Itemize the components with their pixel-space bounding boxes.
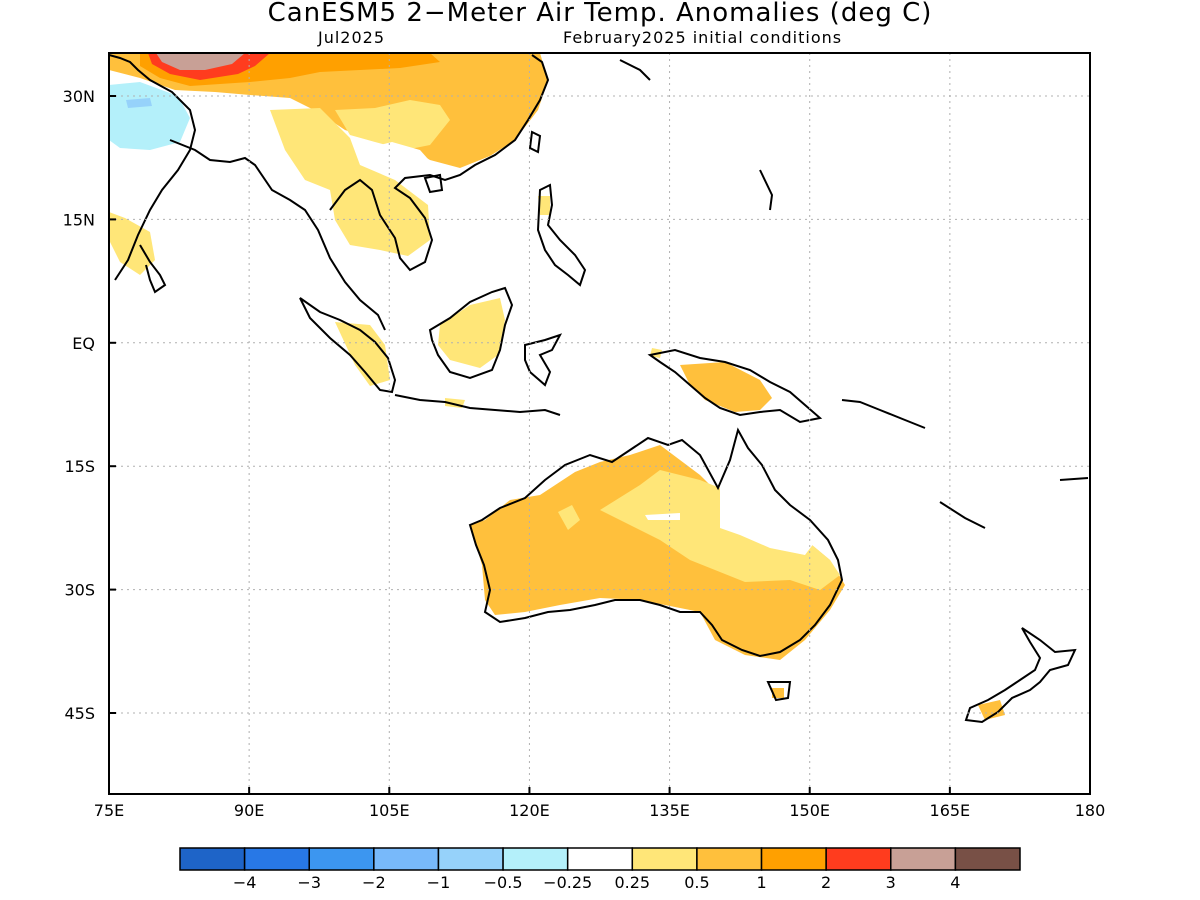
colorbar-label: 3 xyxy=(886,873,896,892)
taiwan-hainan-coast xyxy=(423,130,542,194)
longitude-tick-label: 90E xyxy=(234,801,264,820)
colorbar-label: −3 xyxy=(297,873,321,892)
map-title: CanESM5 2−Meter Air Temp. Anomalies (deg… xyxy=(267,0,933,28)
latitude-axis: 30N 15N EQ 15S 30S 45S xyxy=(63,87,116,723)
map-frame xyxy=(108,52,1091,795)
latitude-tick-label: 45S xyxy=(64,704,95,723)
latitude-tick-label: 30N xyxy=(63,87,95,106)
china-yellow-patch xyxy=(335,100,450,150)
borneo-yellow xyxy=(438,298,505,368)
australia-yellow-spot xyxy=(558,505,580,530)
australia-white xyxy=(720,460,820,555)
new-zealand-coast xyxy=(964,627,1077,724)
philippines-coast xyxy=(536,183,587,287)
latitude-tick-label: 15N xyxy=(63,210,95,229)
colorbar-swatch xyxy=(760,847,827,871)
india-cold-anomaly xyxy=(109,82,190,150)
png-orange xyxy=(680,362,772,412)
colorbar-label: −0.5 xyxy=(484,873,523,892)
longitude-tick-label: 135E xyxy=(649,801,690,820)
gridlines xyxy=(109,53,1090,794)
colorbar-label: −4 xyxy=(233,873,257,892)
colorbar-label: 0.5 xyxy=(684,873,709,892)
forecast-month: Jul2025 xyxy=(318,28,386,47)
colorbar-swatch xyxy=(631,847,698,871)
colorbar-label: 2 xyxy=(821,873,831,892)
pacific-islands xyxy=(619,59,1089,529)
colorbar: −4 −3 −2 −1 −0.5 −0.25 0.25 0.5 1 2 3 4 xyxy=(179,847,1021,892)
sumatra-coast xyxy=(299,297,397,394)
colorbar-swatch xyxy=(502,847,569,871)
southeast-asia-yellow xyxy=(270,108,430,256)
colorbar-swatch xyxy=(825,847,892,871)
tibet-hot xyxy=(156,53,245,70)
latitude-tick-label: 15S xyxy=(64,457,95,476)
colorbar-label: −0.25 xyxy=(543,873,592,892)
anomaly-field xyxy=(109,53,1005,720)
tasmania-coast xyxy=(766,681,792,702)
new-guinea-coast xyxy=(647,348,823,424)
java-coast xyxy=(394,394,561,416)
coastlines xyxy=(109,54,1089,724)
india-colder-spot xyxy=(126,98,152,108)
sulawesi-coast xyxy=(524,333,563,387)
india-south-yellow xyxy=(109,212,155,275)
borneo-coast xyxy=(428,286,514,380)
australia-coast xyxy=(468,427,844,658)
longitude-tick-label: 75E xyxy=(94,801,124,820)
colorbar-swatch xyxy=(308,847,375,871)
colorbar-swatch xyxy=(566,847,634,871)
colorbar-swatch xyxy=(373,847,440,871)
latitude-tick-label: 30S xyxy=(64,581,95,600)
philippines-yellow xyxy=(538,196,550,215)
asia-mainland-coast xyxy=(109,54,550,331)
longitude-tick-label: 150E xyxy=(789,801,830,820)
australia-yellow xyxy=(600,470,840,590)
colorbar-label: −2 xyxy=(362,873,386,892)
longitude-axis: 75E 90E 105E 120E 135E 150E 165E 180 xyxy=(94,787,1106,820)
initial-conditions-label: February2025 initial conditions xyxy=(563,28,843,47)
longitude-tick-label: 165E xyxy=(930,801,971,820)
colorbar-swatch xyxy=(890,847,957,871)
colorbar-swatch xyxy=(954,847,1021,871)
colorbar-swatch xyxy=(696,847,763,871)
colorbar-swatch xyxy=(243,847,310,871)
sumatra-yellow xyxy=(335,322,390,386)
colorbar-swatch xyxy=(179,847,246,871)
longitude-tick-label: 105E xyxy=(369,801,410,820)
new-zealand-orange xyxy=(978,700,1005,720)
colorbar-label: 0.25 xyxy=(614,873,650,892)
colorbar-swatch xyxy=(437,847,504,871)
longitude-tick-label: 180 xyxy=(1075,801,1106,820)
south-china-white xyxy=(360,142,436,170)
colorbar-label: 4 xyxy=(950,873,960,892)
latitude-tick-label: EQ xyxy=(72,334,95,353)
colorbar-label: 1 xyxy=(756,873,766,892)
colorbar-label: −1 xyxy=(427,873,451,892)
australia-orange xyxy=(470,445,845,660)
longitude-tick-label: 120E xyxy=(509,801,550,820)
australia-white-spot xyxy=(645,513,680,520)
